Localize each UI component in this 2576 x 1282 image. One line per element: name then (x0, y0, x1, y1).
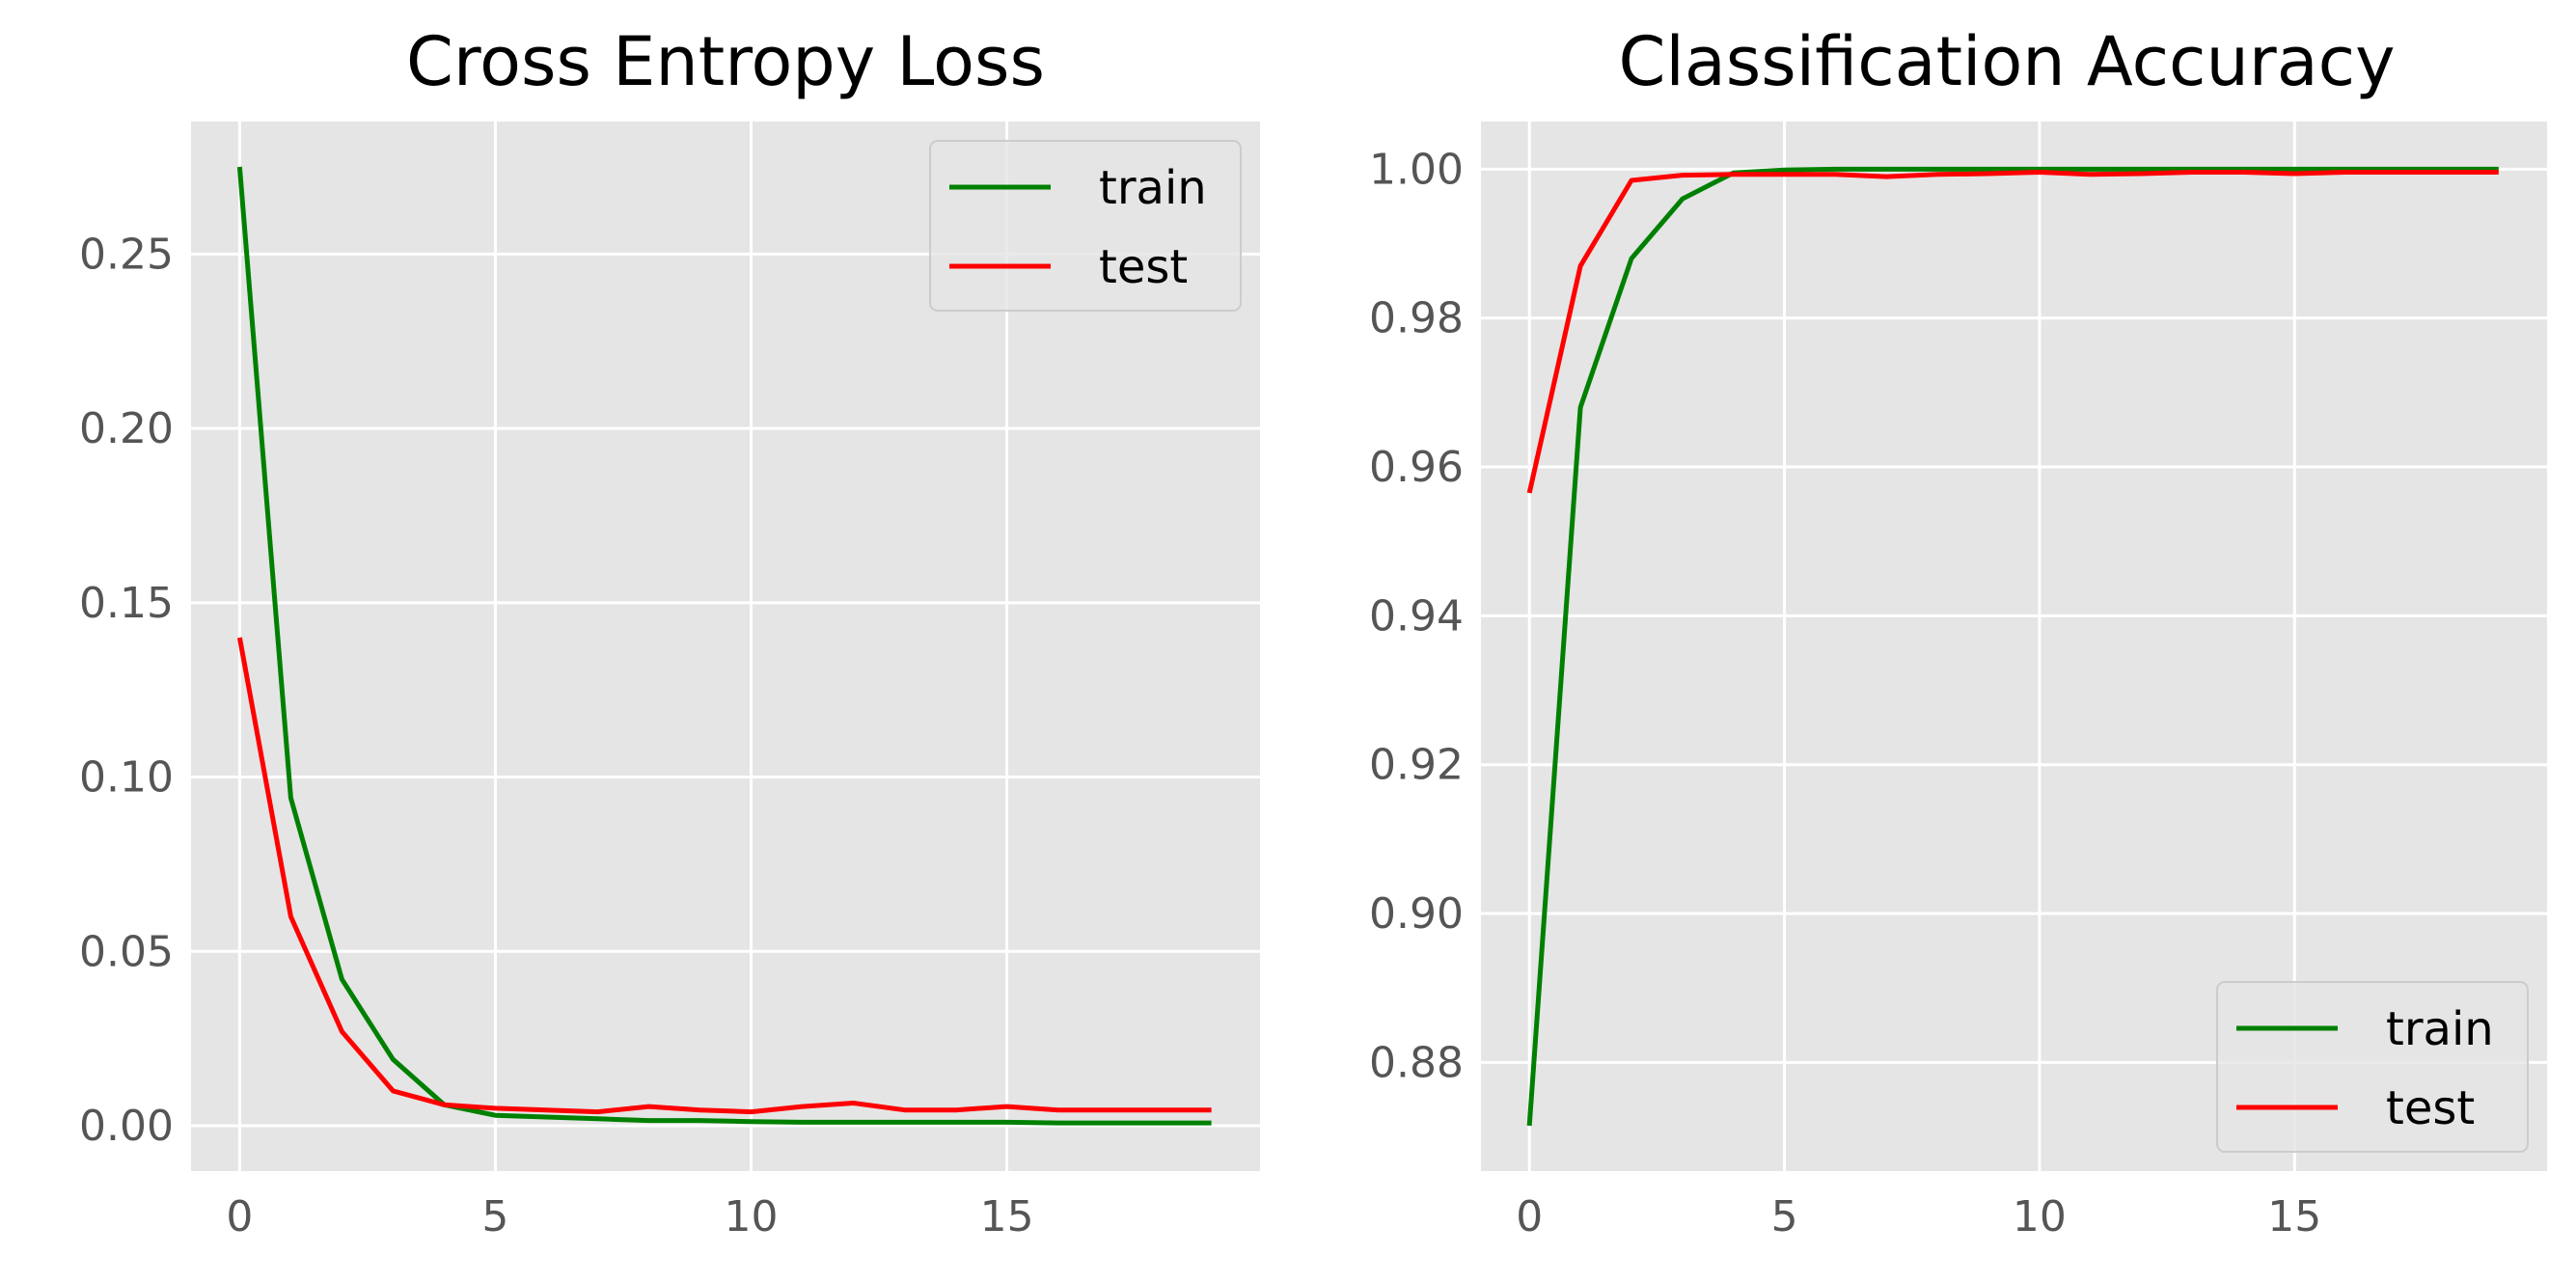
accuracy-y-tick-label: 0.90 (1369, 889, 1464, 939)
loss-series-train-line (236, 166, 1212, 1126)
accuracy-x-tick-label: 5 (1771, 1192, 1798, 1241)
accuracy-x-tick-label: 0 (1516, 1192, 1543, 1241)
accuracy-x-tick-label: 10 (2013, 1192, 2067, 1241)
loss-legend-train-label: train (1099, 161, 1207, 215)
loss-y-tick-label: 0.15 (79, 579, 174, 628)
loss-chart-title: Cross Entropy Loss (406, 22, 1045, 101)
accuracy-legend-test-label: test (2386, 1081, 2475, 1135)
loss-legend-test-label: test (1099, 240, 1188, 294)
loss-x-tick-label: 5 (481, 1192, 508, 1241)
loss-series-test-line (236, 637, 1212, 1115)
accuracy-chart-title: Classification Accuracy (1619, 22, 2396, 101)
loss-chart-panel: Cross Entropy Loss 0 5 10 15 0.00 0.05 0.10 0.1… (79, 22, 1260, 1241)
accuracy-y-tick-label: 0.94 (1369, 591, 1464, 641)
accuracy-series-test-line (1526, 170, 2499, 494)
accuracy-x-tick-label: 15 (2267, 1192, 2321, 1241)
accuracy-chart-panel: Classification Accuracy 0 5 10 15 0.88 0.90 0.… (1369, 22, 2547, 1241)
accuracy-legend-train-label: train (2386, 1002, 2494, 1056)
loss-x-tick-label: 0 (226, 1192, 253, 1241)
accuracy-y-tick-label: 0.96 (1369, 443, 1464, 492)
loss-x-tick-label: 10 (725, 1192, 779, 1241)
loss-x-tick-label: 15 (980, 1192, 1034, 1241)
loss-y-tick-label: 0.20 (79, 404, 174, 453)
accuracy-y-tick-label: 1.00 (1369, 145, 1464, 194)
accuracy-series-train-line (1526, 166, 2499, 1127)
loss-legend: train test (929, 140, 1242, 312)
loss-y-tick-label: 0.00 (79, 1102, 174, 1151)
loss-y-tick-label: 0.05 (79, 927, 174, 976)
accuracy-y-tick-label: 0.92 (1369, 741, 1464, 790)
loss-y-tick-label: 0.25 (79, 230, 174, 279)
loss-y-tick-label: 0.10 (79, 753, 174, 803)
accuracy-y-tick-label: 0.98 (1369, 294, 1464, 343)
accuracy-legend: train test (2216, 981, 2529, 1153)
accuracy-y-tick-label: 0.88 (1369, 1038, 1464, 1087)
